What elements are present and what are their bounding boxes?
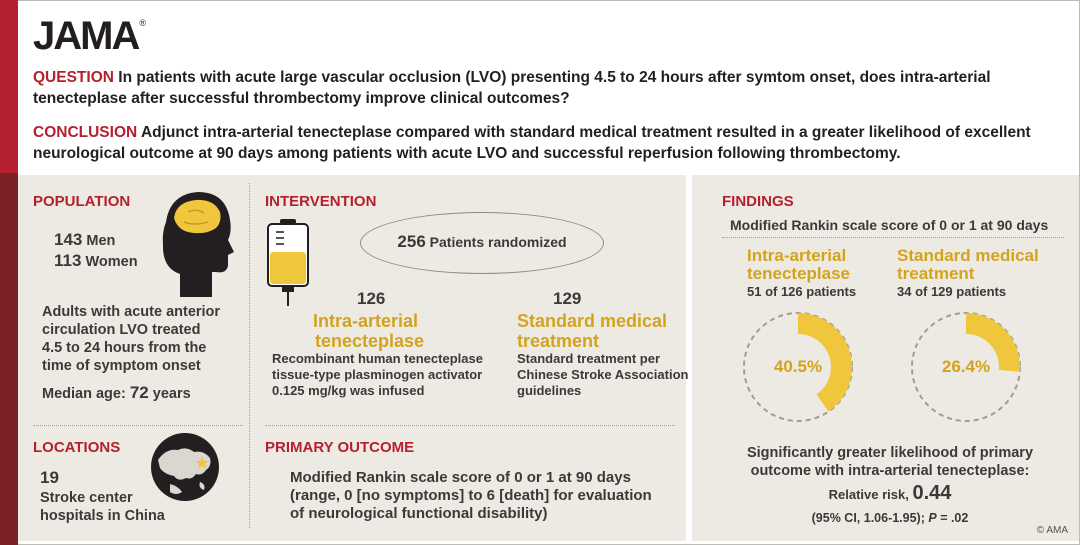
registered-mark: ® (139, 18, 146, 28)
primary-outcome-line: (range, 0 [no symptoms] to 6 [death] for… (290, 487, 652, 504)
primary-outcome-text: Modified Rankin scale score of 0 or 1 at… (290, 469, 652, 523)
donut-chart-arm2 (911, 312, 1021, 422)
population-description: Adults with acute anterior circulation L… (42, 303, 220, 375)
arm1-desc-line: tissue-type plasminogen activator (272, 367, 483, 382)
median-age-unit: years (152, 386, 191, 402)
population-title: POPULATION (33, 193, 131, 210)
primary-outcome-title: PRIMARY OUTCOME (265, 439, 415, 456)
randomized-ellipse (360, 212, 604, 274)
arm1-description: Recombinant human tenecteplase tissue-ty… (272, 351, 483, 399)
p-label: P (928, 511, 937, 525)
relative-risk: Relative risk, 0.44 (735, 482, 1045, 504)
findings-arm2-detail: 34 of 129 patients (897, 284, 1007, 299)
randomized-count: 256 (397, 232, 426, 251)
median-age: Median age: 72 years (42, 384, 191, 403)
randomized-text: Patients randomized (429, 234, 567, 250)
conclusion-text: Adjunct intra-arterial tenecteplase comp… (33, 124, 1031, 162)
jama-logo: JAMA® (33, 14, 146, 58)
findings-arm2-name-line: Standard medical (897, 246, 1039, 265)
relative-risk-label: Relative risk, (828, 487, 909, 502)
divider-primary-outcome (265, 425, 675, 426)
arm1-desc-line: 0.125 mg/kg was infused (272, 383, 425, 398)
divider-locations (33, 425, 243, 426)
copyright: © AMA (1036, 525, 1068, 536)
men-label: Men (86, 233, 116, 249)
median-age-label: Median age: (42, 386, 126, 402)
iv-bag-icon (267, 219, 309, 306)
arm2-count: 129 (553, 289, 582, 308)
locations-line: hospitals in China (40, 508, 165, 524)
findings-summary-line: Significantly greater likelihood of prim… (746, 445, 1034, 461)
arm2-name-line: treatment (517, 331, 600, 351)
relative-risk-value: 0.44 (912, 482, 952, 504)
arm2-description: Standard treatment per Chinese Stroke As… (517, 351, 688, 399)
p-value: = .02 (936, 511, 969, 525)
arm2-name: Standard medical treatment (517, 311, 667, 351)
randomized-label: 256 Patients randomized (360, 232, 604, 252)
question-text: In patients with acute large vascular oc… (33, 69, 991, 107)
locations-title: LOCATIONS (33, 439, 121, 456)
donut-arm2-label: 26.4% (941, 357, 991, 376)
findings-arm2-name: Standard medical treatment (897, 247, 1039, 283)
accent-bar-top (0, 0, 18, 173)
women-count-line: 113 Women (54, 252, 138, 271)
population-desc-line: 4.5 to 24 hours from the (42, 340, 207, 356)
donut-hole (765, 334, 831, 400)
arm2-desc-line: guidelines (517, 383, 582, 398)
primary-outcome-line: of neurological functional disability) (290, 505, 548, 522)
population-desc-line: time of symptom onset (42, 358, 201, 374)
findings-summary: Significantly greater likelihood of prim… (735, 444, 1045, 480)
findings-summary-line: outcome with intra-arterial tenecteplase… (750, 463, 1030, 479)
question-block: QUESTION In patients with acute large va… (33, 67, 1053, 109)
globe-china-icon (151, 433, 219, 501)
findings-arm1-detail: 51 of 126 patients (747, 284, 857, 299)
women-count: 113 (54, 251, 82, 270)
locations-text: Stroke center hospitals in China (40, 489, 165, 525)
donut-arm1-label: 40.5% (773, 357, 823, 376)
arm1-name: Intra-arterial tenecteplase (313, 311, 424, 351)
arm2-name-line: Standard medical (517, 311, 668, 331)
arm1-name-line: tenecteplase (315, 331, 425, 351)
locations-line: Stroke center (40, 490, 133, 506)
intervention-title: INTERVENTION (265, 193, 377, 210)
findings-subtitle: Modified Rankin scale score of 0 or 1 at… (730, 217, 1049, 233)
men-count-line: 143 Men (54, 231, 115, 250)
arm1-desc-line: Recombinant human tenecteplase (272, 351, 483, 366)
question-label: QUESTION (33, 69, 114, 86)
population-desc-line: circulation LVO treated (42, 322, 201, 338)
findings-divider (722, 237, 1064, 238)
median-age-value: 72 (129, 383, 149, 402)
findings-arm1-name-line: Intra-arterial (747, 246, 847, 265)
head-brain-icon (162, 192, 234, 297)
population-desc-line: Adults with acute anterior (42, 304, 221, 320)
arm1-name-line: Intra-arterial (313, 311, 419, 331)
primary-outcome-line: Modified Rankin scale score of 0 or 1 at… (290, 469, 631, 486)
donut-hole (933, 334, 999, 400)
findings-arm1-name: Intra-arterial tenecteplase (747, 247, 850, 283)
women-label: Women (85, 254, 138, 270)
arm2-desc-line: Chinese Stroke Association (517, 367, 689, 382)
findings-title: FINDINGS (722, 193, 794, 210)
locations-count: 19 (40, 468, 59, 487)
conclusion-label: CONCLUSION (33, 124, 138, 141)
arm2-desc-line: Standard treatment per (517, 351, 661, 366)
men-count: 143 (54, 230, 83, 249)
confidence-interval: (95% CI, 1.06-1.95); P = .02 (735, 510, 1045, 526)
accent-bar-bottom (0, 173, 18, 545)
ci-text: (95% CI, 1.06-1.95); (811, 511, 925, 525)
donut-chart-arm1 (743, 312, 853, 422)
divider-population (249, 183, 250, 528)
conclusion-block: CONCLUSION Adjunct intra-arterial tenect… (33, 122, 1053, 164)
findings-arm2-name-line: treatment (897, 264, 975, 283)
arm1-count: 126 (357, 289, 386, 308)
findings-arm1-name-line: tenecteplase (747, 264, 850, 283)
